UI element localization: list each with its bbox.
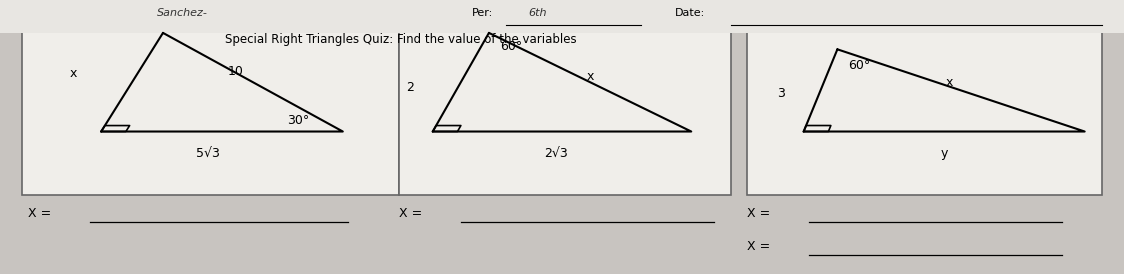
Text: 3: 3	[777, 87, 786, 100]
Text: 10: 10	[228, 65, 244, 78]
Text: x: x	[946, 76, 953, 89]
Text: 2: 2	[406, 81, 415, 94]
Text: x: x	[587, 70, 593, 83]
Text: X =: X =	[399, 207, 423, 220]
Bar	[0, 0, 1124, 33]
Text: 2√3: 2√3	[544, 147, 569, 160]
Text: Date:: Date:	[674, 8, 705, 18]
Text: X =: X =	[747, 240, 771, 253]
Bar	[747, 3, 1102, 195]
Text: Per:: Per:	[472, 8, 493, 18]
Text: 6th: 6th	[528, 8, 546, 18]
Text: X =: X =	[747, 207, 771, 220]
Text: X =: X =	[28, 207, 52, 220]
Bar	[22, 3, 399, 195]
Text: 5√3: 5√3	[196, 147, 220, 160]
Text: x: x	[70, 67, 76, 81]
Text: Sanchez-: Sanchez-	[157, 8, 208, 18]
Bar	[399, 3, 731, 195]
Text: 30°: 30°	[287, 114, 309, 127]
Text: y: y	[941, 147, 948, 160]
Text: 60°: 60°	[500, 40, 523, 53]
Text: 60°: 60°	[849, 59, 871, 72]
Text: Special Right Triangles Quiz: Find the value of the variables: Special Right Triangles Quiz: Find the v…	[225, 33, 577, 46]
